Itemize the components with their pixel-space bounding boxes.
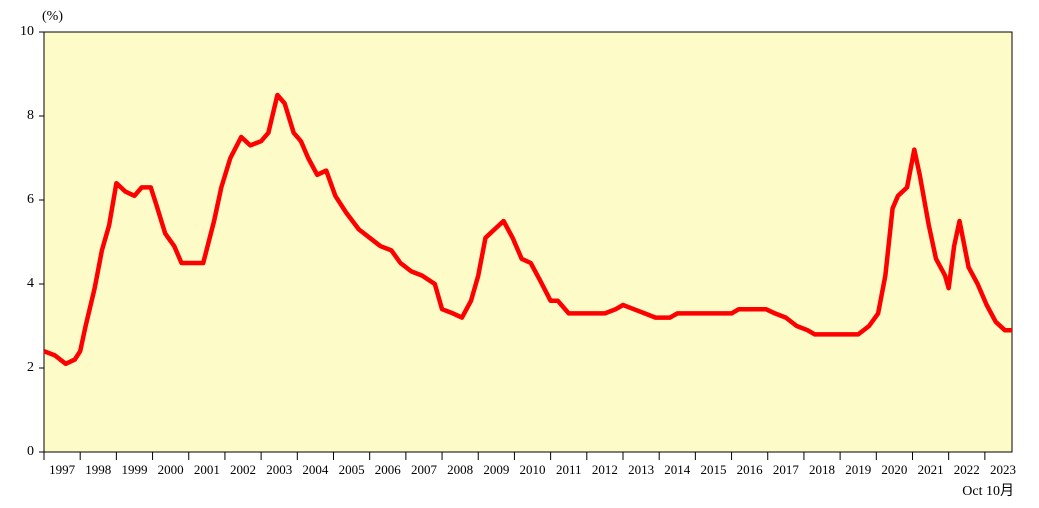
x-tick-label: 1999 (121, 462, 147, 477)
y-tick-label: 8 (27, 108, 34, 123)
x-tick-label: 2007 (411, 462, 438, 477)
x-tick-label: 2018 (809, 462, 835, 477)
x-tick-label: 2015 (700, 462, 726, 477)
x-tick-label: 2004 (302, 462, 329, 477)
x-tick-label: 2010 (520, 462, 546, 477)
y-tick-label: 10 (20, 24, 34, 39)
x-tick-label: 2011 (556, 462, 582, 477)
x-tick-label: 2009 (483, 462, 509, 477)
y-tick-label: 4 (27, 276, 34, 291)
x-tick-label: 2012 (592, 462, 618, 477)
x-tick-label: 2001 (194, 462, 220, 477)
x-tick-label: 2005 (339, 462, 365, 477)
y-axis-label: (%) (42, 9, 63, 24)
y-tick-label: 6 (27, 192, 34, 207)
x-end-label: Oct 10月 (962, 483, 1014, 499)
x-tick-label: 2006 (375, 462, 402, 477)
y-tick-label: 2 (27, 360, 34, 375)
x-tick-label: 1997 (49, 462, 76, 477)
x-tick-label: 2003 (266, 462, 292, 477)
x-tick-label: 2008 (447, 462, 473, 477)
x-tick-label: 2016 (737, 462, 764, 477)
x-tick-label: 2017 (773, 462, 800, 477)
x-tick-label: 1998 (85, 462, 111, 477)
plot-area (43, 31, 1013, 453)
x-tick-label: 2021 (918, 462, 944, 477)
x-tick-label: 2022 (954, 462, 980, 477)
x-tick-label: 2019 (845, 462, 871, 477)
x-tick-label: 2023 (990, 462, 1016, 477)
line-series (43, 92, 1012, 367)
x-tick-label: 2014 (664, 462, 691, 477)
y-tick-label: 0 (27, 444, 34, 459)
x-tick-label: 2002 (230, 462, 256, 477)
x-tick-label: 2000 (158, 462, 184, 477)
x-tick-label: 2020 (881, 462, 907, 477)
x-tick-label: 2013 (628, 462, 654, 477)
